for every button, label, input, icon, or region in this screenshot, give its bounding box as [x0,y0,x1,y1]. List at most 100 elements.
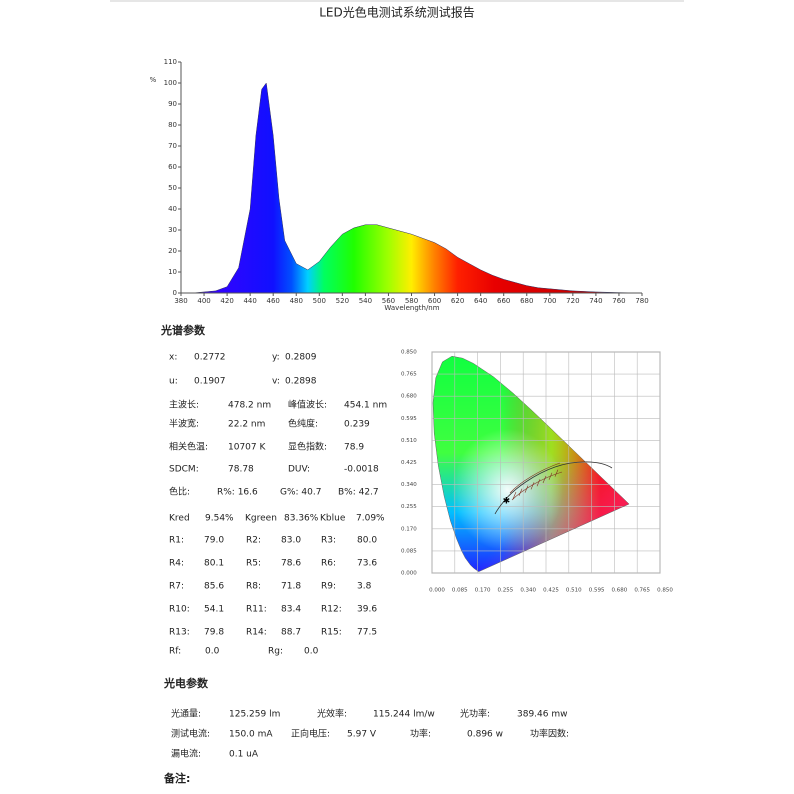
param-text: G%: 40.7 [280,488,321,498]
y-tick-label: 110 [164,58,177,66]
y-tick-label: 0.765 [401,372,417,378]
y-tick-label: 40 [168,205,177,213]
y-tick-label: 0.680 [401,394,417,400]
x-tick-label: 460 [267,297,280,305]
param-text: 功率因数: [530,728,569,740]
y-tick-label: 0.255 [401,504,417,510]
y-tick-label: 10 [168,268,177,276]
x-tick-label: 400 [197,297,210,305]
param-text: 0.0 [304,647,319,657]
param-text: 88.7 [281,628,301,638]
param-text: 83.0 [281,536,301,546]
param-text: R14: [246,628,267,638]
param-text: 54.1 [204,605,224,615]
param-text: 80.1 [204,559,224,569]
x-tick-label: 720 [566,297,579,305]
x-tick-label: 600 [428,297,441,305]
x-tick-label: 640 [474,297,487,305]
x-tick-label: 520 [336,297,349,305]
param-text: 454.1 nm [344,401,387,411]
param-text: 83.36% [284,514,319,524]
param-text: 83.4 [281,605,301,615]
x-tick-label: 680 [520,297,533,305]
param-text: y: [272,353,280,363]
y-tick-label: 30 [168,226,177,234]
y-tick-label: 50 [168,184,177,192]
param-text: u: [169,377,178,387]
locus-hatch [524,485,529,493]
param-text: R%: 16.6 [217,488,258,498]
param-text: 功率: [410,728,431,740]
param-text: Rf: [169,647,181,657]
y-tick-label: 0.595 [401,416,417,422]
param-text: 测试电流: [171,728,210,740]
param-text: 78.9 [344,443,364,453]
param-text: x: [169,353,177,363]
param-text: Rg: [268,647,283,657]
param-text: R12: [321,605,342,615]
param-text: 22.2 nm [228,420,265,430]
y-tick-label: 0.085 [401,548,417,554]
param-text: 正向电压: [291,728,330,740]
param-text: DUV: [288,465,310,475]
param-text: 色比: [169,486,190,498]
param-text: 色纯度: [288,418,318,430]
param-text: R3: [321,536,336,546]
param-text: R6: [321,559,336,569]
x-tick-label: 0.510 [566,588,582,594]
param-text: 漏电流: [171,748,201,760]
x-tick-label: 500 [313,297,326,305]
report-title: LED光色电测试系统测试报告 [319,5,475,20]
param-text: 78.78 [228,465,254,475]
x-tick-label: 0.850 [657,588,673,594]
x-tick-label: 380 [174,297,187,305]
locus-outline [432,355,630,572]
param-text: SDCM: [169,465,199,475]
param-text: 9.54% [205,514,234,524]
y-tick-label: 0.425 [401,460,417,466]
param-text: R11: [246,605,267,615]
x-tick-label: 780 [635,297,648,305]
x-tick-label: 580 [405,297,418,305]
locus-hatch [542,475,547,484]
x-tick-label: 560 [382,297,395,305]
param-text: R10: [169,605,190,615]
param-text: 光通量: [171,708,201,720]
param-text: Kblue [320,514,346,524]
x-tick-label: 740 [589,297,602,305]
param-text: 光效率: [317,708,347,720]
section-heading: 光谱参数 [160,323,206,337]
spectrum-area [181,82,643,294]
param-text: 0.239 [344,420,370,430]
param-text: R2: [246,536,261,546]
param-text: R8: [246,582,261,592]
y-tick-label: 70 [168,142,177,150]
x-tick-label: 0.595 [589,588,605,594]
param-text: R4: [169,559,184,569]
y-tick-label: 0.850 [401,350,417,356]
x-tick-label: 700 [543,297,556,305]
x-tick-label: 0.340 [520,588,536,594]
locus-hatch [530,482,535,490]
x-tick-label: 620 [451,297,464,305]
param-text: 10707 K [228,443,266,453]
param-text: 0.0 [205,647,220,657]
x-tick-label: 440 [243,297,256,305]
param-text: v: [272,377,280,387]
x-tick-label: 0.085 [452,588,468,594]
param-text: 7.09% [356,514,385,524]
param-text: 光功率: [460,708,490,720]
y-tick-label: 80 [168,121,177,129]
param-text: 相关色温: [169,441,208,453]
param-text: 峰值波长: [288,399,327,411]
x-tick-label: 540 [359,297,372,305]
param-text: B%: 42.7 [338,488,379,498]
y-tick-label: 0 [173,289,177,297]
x-tick-label: 480 [290,297,303,305]
param-text: 73.6 [357,559,377,569]
planckian-locus [494,461,613,515]
y-tick-label: 0.170 [401,526,417,532]
y-tick-label: 0.340 [401,482,417,488]
y-tick-label: 90 [168,100,177,108]
param-text: 71.8 [281,582,301,592]
